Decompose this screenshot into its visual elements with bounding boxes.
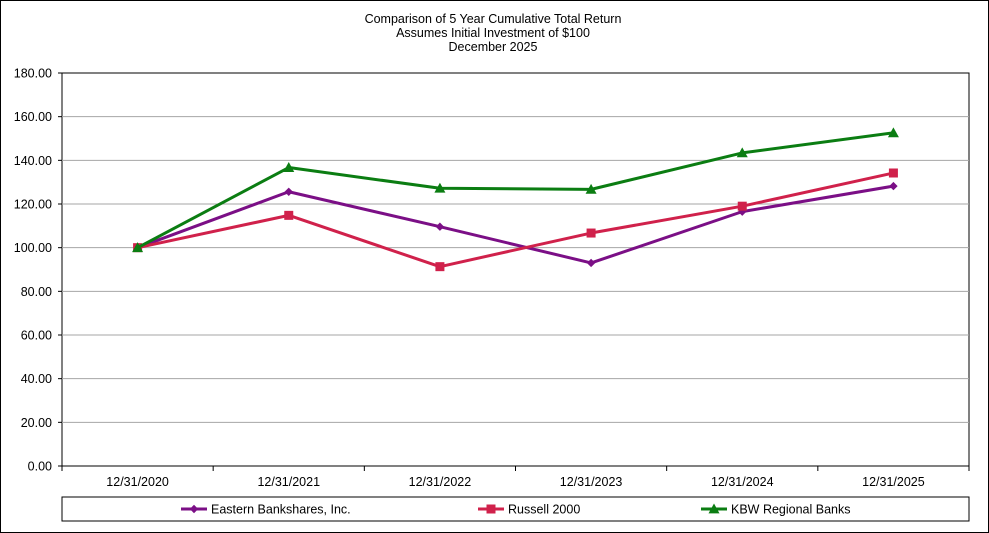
data-point xyxy=(888,168,898,178)
x-tick-label: 12/31/2024 xyxy=(711,475,774,489)
data-point xyxy=(889,181,898,191)
legend xyxy=(61,496,970,522)
y-axis-ticks: 0.00 20.00 40.00 60.00 80.00 100.00 120.00 140.… xyxy=(14,67,62,474)
x-tick-label: 12/31/2025 xyxy=(862,475,925,489)
chart-title: Comparison of 5 Year Cumulative Total Re… xyxy=(365,12,622,54)
y-tick-label: 80.00 xyxy=(21,285,52,299)
x-tick-label: 12/31/2021 xyxy=(257,475,320,489)
x-tick-label: 12/31/2023 xyxy=(560,475,623,489)
legend-label: Russell 2000 xyxy=(508,503,580,517)
legend-entry: KBW Regional Banks xyxy=(701,503,851,517)
y-tick-label: 140.00 xyxy=(14,154,52,168)
y-tick-label: 100.00 xyxy=(14,241,52,255)
series-line xyxy=(136,131,894,249)
data-point xyxy=(737,201,747,211)
data-point xyxy=(284,187,293,196)
y-tick-label: 40.00 xyxy=(21,372,52,386)
chart-title-line: Assumes Initial Investment of $100 xyxy=(396,26,590,40)
series-kbw-regional-banks xyxy=(132,127,899,253)
series-lines xyxy=(132,127,899,272)
data-point xyxy=(132,242,144,253)
data-point xyxy=(586,228,596,238)
legend-marker xyxy=(708,503,720,514)
data-point xyxy=(435,262,445,272)
legend-marker xyxy=(189,504,199,514)
legend-marker xyxy=(486,504,496,514)
data-point xyxy=(586,258,596,268)
chart-title-line: December 2025 xyxy=(449,40,538,54)
y-tick-label: 120.00 xyxy=(14,198,52,212)
series-line xyxy=(137,184,894,265)
gridlines xyxy=(62,116,969,423)
y-tick-label: 60.00 xyxy=(21,329,52,343)
x-axis-ticks: 12/31/2020 12/31/2021 12/31/2022 12/31/2023… xyxy=(61,466,970,489)
chart-title-line: Comparison of 5 Year Cumulative Total Re… xyxy=(365,12,622,26)
data-point xyxy=(284,210,294,220)
y-tick-label: 160.00 xyxy=(14,110,52,124)
series-line xyxy=(137,171,894,269)
legend-entry: Russell 2000 xyxy=(478,503,580,517)
data-point xyxy=(435,222,445,231)
legend-entry: Eastern Bankshares, Inc. xyxy=(181,503,351,517)
y-tick-label: 0.00 xyxy=(28,460,52,474)
x-tick-label: 12/31/2020 xyxy=(106,475,169,489)
data-point xyxy=(434,182,446,193)
data-point xyxy=(887,127,899,138)
legend-label: KBW Regional Banks xyxy=(731,503,851,517)
x-tick-label: 12/31/2022 xyxy=(409,475,472,489)
y-tick-label: 20.00 xyxy=(21,416,52,430)
plot-area xyxy=(61,72,970,467)
data-point xyxy=(585,183,597,194)
legend-items: Eastern Bankshares, Inc. Russell 2000 KBW … xyxy=(181,503,851,517)
data-point xyxy=(736,147,748,158)
y-tick-label: 180.00 xyxy=(14,67,52,81)
legend-label: Eastern Bankshares, Inc. xyxy=(211,503,351,517)
data-point xyxy=(283,162,295,172)
